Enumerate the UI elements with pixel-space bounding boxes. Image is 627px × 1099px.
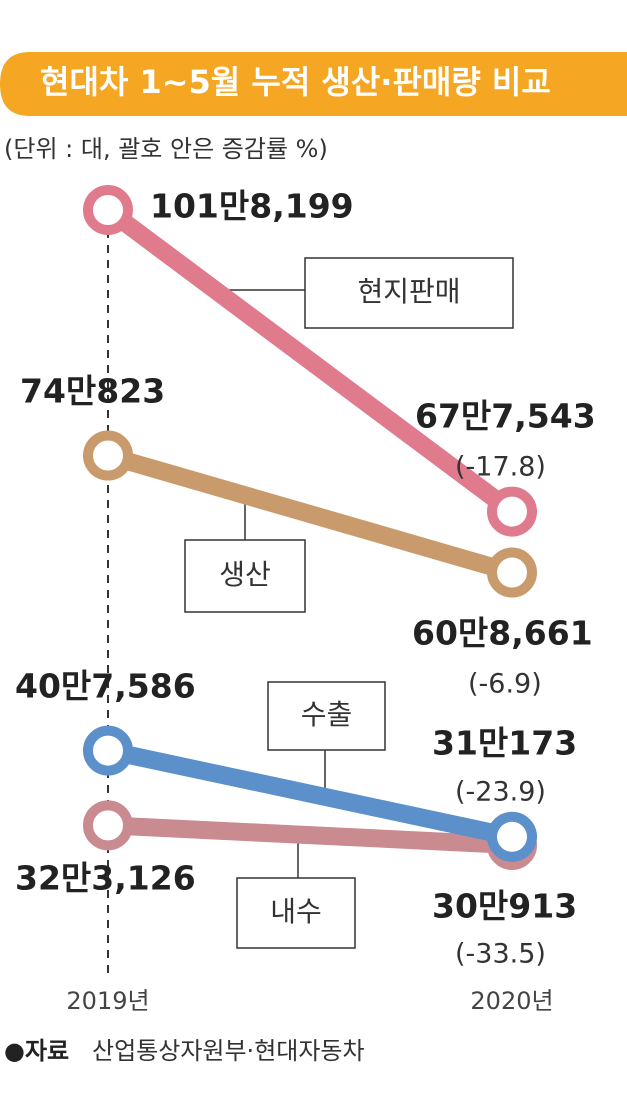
change-label: (-33.5) — [455, 939, 546, 970]
legend-label: 생산 — [219, 558, 271, 591]
legend-label: 현지판매 — [357, 275, 460, 308]
source: 산업통상자원부·현대자동차 — [92, 1037, 365, 1065]
change-label: (-17.8) — [455, 452, 546, 483]
chart-title: 현대차 1~5월 누적 생산·판매량 비교 — [40, 63, 551, 101]
series-line — [106, 741, 514, 846]
value-label: 60만8,661 — [412, 614, 593, 653]
legend-box — [236, 877, 356, 949]
value-label: 101만8,199 — [150, 187, 354, 226]
title-bar — [0, 52, 627, 116]
source-label: ●자료 — [4, 1037, 69, 1065]
point — [487, 547, 537, 598]
series-line — [105, 446, 515, 582]
point — [487, 811, 537, 862]
point — [487, 486, 537, 537]
series-line — [102, 202, 518, 519]
legend-label: 내수 — [270, 895, 322, 928]
legend-box — [304, 257, 514, 329]
x-label: 2019년 — [66, 987, 149, 1015]
legend-box — [267, 681, 386, 751]
point — [83, 430, 133, 481]
change-label: (-6.9) — [468, 669, 542, 700]
series-line — [107, 816, 513, 854]
value-label: 30만913 — [432, 887, 577, 926]
point — [83, 800, 133, 851]
point — [83, 725, 133, 776]
value-label: 74만823 — [20, 372, 165, 411]
point — [83, 185, 133, 235]
value-label: 40만7,586 — [15, 667, 196, 706]
legend-label: 수출 — [301, 698, 353, 731]
change-label: (-23.9) — [455, 777, 546, 808]
value-label: 32만3,126 — [15, 859, 196, 898]
value-label: 31만173 — [432, 724, 577, 763]
chart-subtitle: (단위 : 대, 괄호 안은 증감률 %) — [4, 135, 328, 163]
x-label: 2020년 — [470, 987, 553, 1015]
marks: 생산 74만823 60만8,661 (-6.9) 내수 32만3,126 30만913 (-… — [15, 185, 596, 970]
value-label: 67만7,543 — [415, 397, 596, 436]
legend-box — [184, 539, 306, 613]
